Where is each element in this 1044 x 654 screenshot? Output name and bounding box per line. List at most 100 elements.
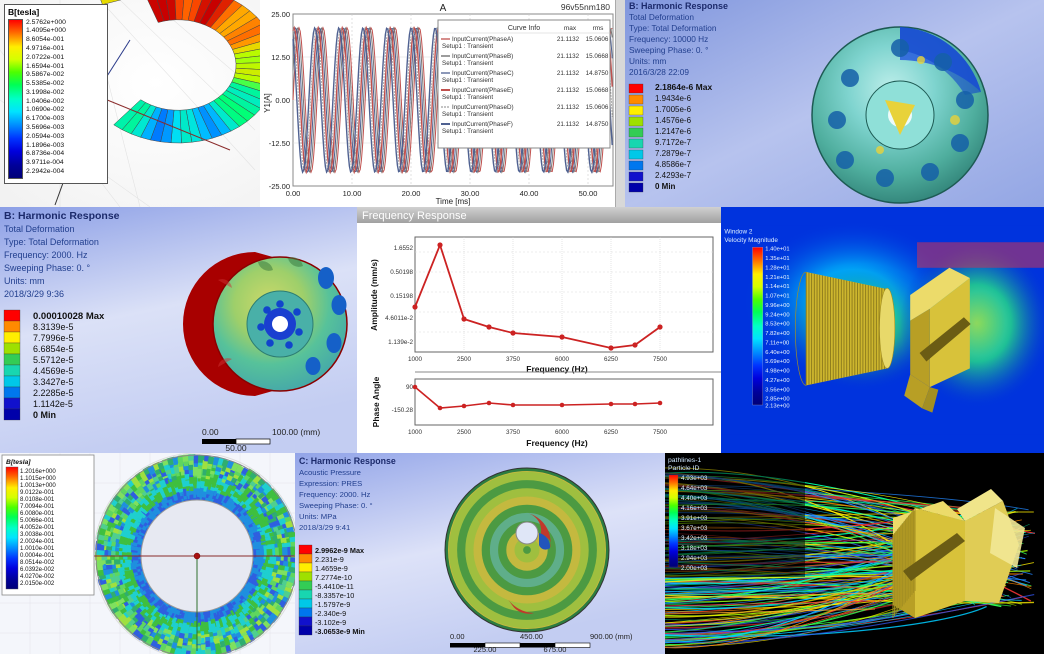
svg-text:15.0606: 15.0606	[586, 104, 609, 111]
svg-text:3.56e+00: 3.56e+00	[765, 387, 789, 393]
svg-text:InputCurrent(PhaseA): InputCurrent(PhaseA)	[452, 36, 513, 43]
svg-text:9.24e+00: 9.24e+00	[765, 312, 789, 318]
svg-text:15.0606: 15.0606	[586, 36, 609, 43]
svg-text:0.15198: 0.15198	[390, 293, 413, 300]
svg-text:1000: 1000	[408, 356, 423, 363]
svg-text:B: Harmonic Response: B: Harmonic Response	[629, 1, 728, 11]
svg-text:2500: 2500	[457, 356, 472, 363]
svg-text:21.1132: 21.1132	[557, 53, 580, 60]
svg-text:-3.102e-9: -3.102e-9	[315, 618, 346, 627]
svg-text:2500: 2500	[457, 429, 472, 436]
svg-text:2.0024e-001: 2.0024e-001	[20, 538, 55, 545]
svg-text:5.69e+00: 5.69e+00	[765, 359, 789, 365]
svg-text:Velocity Magnitude: Velocity Magnitude	[724, 237, 778, 244]
svg-text:3.3427e-5: 3.3427e-5	[33, 377, 74, 387]
svg-text:2.00e+03: 2.00e+03	[681, 565, 708, 572]
svg-text:Phase Angle: Phase Angle	[371, 376, 381, 427]
svg-text:1.21e+01: 1.21e+01	[765, 275, 789, 281]
svg-text:2.85e+00: 2.85e+00	[765, 397, 789, 403]
svg-text:-5.4410e-11: -5.4410e-11	[315, 582, 354, 591]
svg-text:675.00: 675.00	[544, 645, 567, 654]
svg-text:7.7996e-5: 7.7996e-5	[33, 333, 74, 343]
svg-text:0.00: 0.00	[286, 189, 301, 198]
svg-text:InputCurrent(PhaseE): InputCurrent(PhaseE)	[452, 87, 513, 94]
svg-text:1.28e+01: 1.28e+01	[765, 265, 789, 271]
svg-text:7.0094e-001: 7.0094e-001	[20, 503, 55, 510]
svg-text:-3.0653e-9 Min: -3.0653e-9 Min	[315, 627, 365, 636]
svg-text:Setup1 : Transient: Setup1 : Transient	[442, 111, 493, 118]
svg-text:2.2285e-5: 2.2285e-5	[33, 388, 74, 398]
svg-text:1.9434e-6: 1.9434e-6	[655, 94, 692, 103]
svg-text:Frequency: 10000 Hz: Frequency: 10000 Hz	[629, 34, 708, 44]
svg-text:InputCurrent(PhaseC): InputCurrent(PhaseC)	[452, 70, 514, 77]
svg-text:4.0052e-001: 4.0052e-001	[20, 524, 55, 531]
svg-text:4.8586e-7: 4.8586e-7	[655, 160, 692, 169]
svg-text:Total Deformation: Total Deformation	[4, 224, 75, 234]
svg-text:4.6011e-2: 4.6011e-2	[385, 315, 413, 322]
svg-text:3750: 3750	[506, 429, 521, 436]
svg-text:9.96e+00: 9.96e+00	[765, 303, 789, 309]
svg-text:Amplitude (mm/s): Amplitude (mm/s)	[369, 259, 379, 331]
svg-text:1.14e+01: 1.14e+01	[765, 284, 789, 290]
svg-text:7500: 7500	[653, 429, 668, 436]
svg-text:1000: 1000	[408, 429, 423, 436]
svg-text:3.67e+03: 3.67e+03	[681, 525, 708, 532]
svg-text:96v55nm180: 96v55nm180	[561, 2, 610, 12]
svg-text:3.0038e-001: 3.0038e-001	[20, 531, 55, 538]
svg-text:225.00: 225.00	[474, 645, 497, 654]
svg-text:6.40e+00: 6.40e+00	[765, 350, 789, 356]
svg-text:A: A	[440, 3, 447, 14]
svg-text:50.00: 50.00	[225, 443, 247, 453]
svg-text:2.9962e-9 Max: 2.9962e-9 Max	[315, 546, 364, 555]
svg-text:0.00: 0.00	[275, 96, 290, 105]
svg-text:max: max	[564, 25, 577, 32]
svg-text:0 Min: 0 Min	[655, 182, 676, 191]
svg-text:6.6854e-5: 6.6854e-5	[33, 344, 74, 354]
svg-text:Setup1 : Transient: Setup1 : Transient	[442, 77, 493, 84]
svg-text:2.231e-9: 2.231e-9	[315, 555, 344, 564]
svg-text:Setup1 : Transient: Setup1 : Transient	[442, 94, 493, 101]
svg-text:50.00: 50.00	[579, 189, 598, 198]
svg-text:6250: 6250	[604, 429, 619, 436]
svg-text:12.50: 12.50	[271, 53, 290, 62]
svg-text:40.00: 40.00	[520, 189, 539, 198]
svg-text:1.07e+01: 1.07e+01	[765, 294, 789, 300]
svg-text:-1.5797e-9: -1.5797e-9	[315, 600, 350, 609]
svg-text:Y1[A]: Y1[A]	[263, 93, 272, 113]
svg-text:1.2016e+000: 1.2016e+000	[20, 468, 56, 475]
svg-text:0.00010028 Max: 0.00010028 Max	[33, 311, 105, 322]
svg-text:6.0080e-001: 6.0080e-001	[20, 510, 55, 517]
svg-text:21.1132: 21.1132	[557, 104, 580, 111]
svg-text:Expression: PRES: Expression: PRES	[299, 479, 362, 488]
svg-text:Frequency: 2000. Hz: Frequency: 2000. Hz	[299, 490, 371, 499]
svg-text:4.4569e-5: 4.4569e-5	[33, 366, 74, 376]
svg-text:-12.50: -12.50	[269, 139, 290, 148]
svg-text:100.00 (mm): 100.00 (mm)	[272, 427, 320, 437]
svg-text:Units: MPa: Units: MPa	[299, 512, 337, 521]
svg-text:1.0013e+000: 1.0013e+000	[20, 482, 56, 489]
svg-text:7.2879e-7: 7.2879e-7	[655, 149, 692, 158]
svg-text:6000: 6000	[555, 356, 570, 363]
svg-text:9.0122e-001: 9.0122e-001	[20, 489, 55, 496]
svg-text:10.00: 10.00	[343, 189, 362, 198]
svg-text:4.27e+00: 4.27e+00	[765, 378, 789, 384]
svg-text:Frequency: 2000. Hz: Frequency: 2000. Hz	[4, 250, 88, 260]
svg-text:15.0668: 15.0668	[586, 87, 609, 94]
svg-text:1.7005e-6: 1.7005e-6	[655, 105, 692, 114]
svg-text:-150.28: -150.28	[392, 407, 414, 414]
svg-text:8.53e+00: 8.53e+00	[765, 322, 789, 328]
svg-text:1.4576e-6: 1.4576e-6	[655, 116, 692, 125]
svg-text:1.40e+01: 1.40e+01	[765, 247, 789, 253]
svg-text:3.42e+03: 3.42e+03	[681, 535, 708, 542]
svg-text:-2.340e-9: -2.340e-9	[315, 609, 346, 618]
svg-text:14.8750: 14.8750	[586, 121, 609, 128]
svg-text:0.00: 0.00	[202, 427, 219, 437]
svg-text:4.64e+03: 4.64e+03	[681, 485, 708, 492]
svg-text:Sweeping Phase: 0. °: Sweeping Phase: 0. °	[4, 263, 91, 273]
svg-text:Setup1 : Transient: Setup1 : Transient	[442, 128, 493, 135]
svg-text:25.00: 25.00	[271, 10, 290, 19]
svg-text:15.0668: 15.0668	[586, 53, 609, 60]
svg-text:8.0108e-001: 8.0108e-001	[20, 496, 55, 503]
svg-text:Window 2: Window 2	[724, 229, 752, 236]
svg-text:8.3139e-5: 8.3139e-5	[33, 322, 74, 332]
